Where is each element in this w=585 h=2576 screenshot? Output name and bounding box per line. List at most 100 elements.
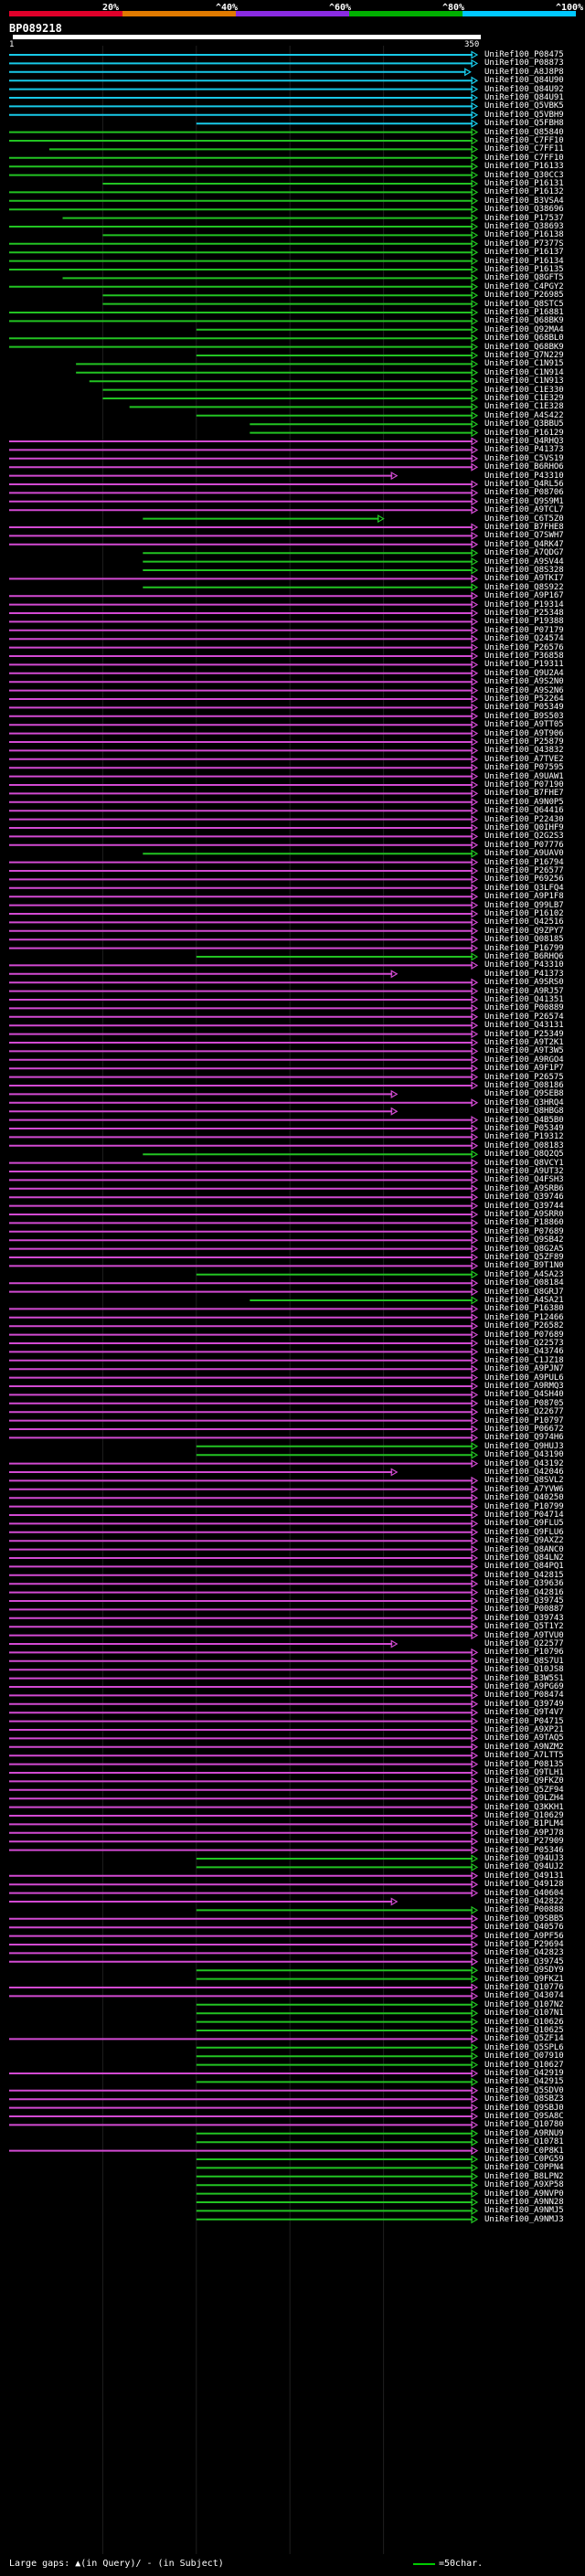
hit-label[interactable]: UniRef100_A8J8P8 [484, 67, 564, 77]
hit-label[interactable]: UniRef100_Q8SVL2 [484, 1476, 564, 1486]
hit-label[interactable]: UniRef100_Q9U2A4 [484, 668, 564, 678]
hit-label[interactable]: UniRef100_Q42816 [484, 1587, 564, 1597]
hit-label[interactable]: UniRef100_P27909 [484, 1837, 564, 1847]
hit-label[interactable]: UniRef100_Q43192 [484, 1458, 564, 1468]
hit-label[interactable]: UniRef100_P16794 [484, 857, 564, 867]
hit-label[interactable]: UniRef100_Q8GRJ7 [484, 1287, 564, 1297]
hit-label[interactable]: UniRef100_B1PLM4 [484, 1819, 564, 1829]
hit-label[interactable]: UniRef100_P26582 [484, 1321, 564, 1331]
hit-label[interactable]: UniRef100_A9RMQ3 [484, 1382, 564, 1391]
hit-label[interactable]: UniRef100_Q08183 [484, 1140, 564, 1150]
hit-label[interactable]: UniRef100_C1N914 [484, 367, 564, 377]
hit-label[interactable]: UniRef100_P36858 [484, 652, 564, 661]
hit-label[interactable]: UniRef100_P05349 [484, 703, 564, 713]
hit-label[interactable]: UniRef100_P08135 [484, 1759, 564, 1769]
hit-label[interactable]: UniRef100_B3VSA4 [484, 196, 564, 206]
hit-label[interactable]: UniRef100_Q22677 [484, 1407, 564, 1417]
hit-label[interactable]: UniRef100_P10796 [484, 1648, 564, 1658]
hit-label[interactable]: UniRef100_Q68BK9 [484, 316, 564, 326]
hit-label[interactable]: UniRef100_C0P8K1 [484, 2146, 564, 2156]
hit-label[interactable]: UniRef100_P08706 [484, 488, 564, 498]
hit-label[interactable]: UniRef100_Q9SDY9 [484, 1966, 564, 1976]
hit-label[interactable]: UniRef100_A9S2N0 [484, 677, 564, 687]
hit-label[interactable]: UniRef100_P29694 [484, 1940, 564, 1949]
hit-label[interactable]: UniRef100_A9F1P7 [484, 1064, 564, 1074]
hit-label[interactable]: UniRef100_Q42823 [484, 1948, 564, 1958]
hit-label[interactable]: UniRef100_C1JZ18 [484, 1355, 564, 1365]
hit-label[interactable]: UniRef100_Q22577 [484, 1639, 564, 1648]
hit-label[interactable]: UniRef100_Q107N2 [484, 1999, 564, 2009]
hit-label[interactable]: UniRef100_Q64416 [484, 806, 564, 816]
hit-label[interactable]: UniRef100_A9P1F8 [484, 892, 564, 902]
hit-label[interactable]: UniRef100_P7377S [484, 239, 564, 249]
hit-label[interactable]: UniRef100_P26577 [484, 866, 564, 875]
hit-label[interactable]: UniRef100_P16131 [484, 179, 564, 188]
hit-label[interactable]: UniRef100_C4PGY2 [484, 281, 564, 292]
hit-label[interactable]: UniRef100_Q43131 [484, 1021, 564, 1031]
hit-label[interactable]: UniRef100_Q5ZF89 [484, 1253, 564, 1262]
hit-label[interactable]: UniRef100_C1E329 [484, 394, 564, 403]
hit-label[interactable]: UniRef100_Q8S328 [484, 566, 564, 575]
hit-label[interactable]: UniRef100_B9T1N0 [484, 1261, 564, 1271]
hit-label[interactable]: UniRef100_P16135 [484, 265, 564, 274]
hit-label[interactable]: UniRef100_Q9FKZ1 [484, 1974, 564, 1984]
hit-label[interactable]: UniRef100_A9PJN7 [484, 1364, 564, 1374]
hit-label[interactable]: UniRef100_Q5SDV0 [484, 2085, 564, 2095]
hit-label[interactable]: UniRef100_A9TKI7 [484, 574, 564, 584]
hit-label[interactable]: UniRef100_Q84U90 [484, 76, 564, 86]
hit-label[interactable]: UniRef100_Q92MA4 [484, 324, 564, 334]
hit-label[interactable]: UniRef100_P16134 [484, 256, 564, 266]
hit-label[interactable]: UniRef100_C1E328 [484, 402, 564, 412]
hit-label[interactable]: UniRef100_A9PJ78 [484, 1828, 564, 1838]
hit-label[interactable]: UniRef100_A9RNU9 [484, 2128, 564, 2138]
hit-label[interactable]: UniRef100_P08475 [484, 50, 564, 59]
hit-label[interactable]: UniRef100_Q10781 [484, 2137, 564, 2147]
hit-label[interactable]: UniRef100_P26985 [484, 291, 564, 301]
hit-label[interactable]: UniRef100_A9NZM2 [484, 1742, 564, 1752]
hit-label[interactable]: UniRef100_Q9SBB5 [484, 1913, 564, 1924]
hit-label[interactable]: UniRef100_P04714 [484, 1511, 564, 1520]
hit-label[interactable]: UniRef100_Q94UJ2 [484, 1862, 564, 1872]
hit-label[interactable]: UniRef100_P69256 [484, 875, 564, 885]
hit-label[interactable]: UniRef100_Q9AXZ2 [484, 1536, 564, 1546]
hit-label[interactable]: UniRef100_Q7N229 [484, 351, 564, 360]
hit-label[interactable]: UniRef100_Q08184 [484, 1278, 564, 1288]
hit-label[interactable]: UniRef100_P16380 [484, 1304, 564, 1314]
hit-label[interactable]: UniRef100_Q42046 [484, 1468, 564, 1477]
hit-label[interactable]: UniRef100_Q10776 [484, 1983, 564, 1992]
hit-label[interactable]: UniRef100_Q0IHF9 [484, 823, 564, 832]
hit-label[interactable]: UniRef100_Q38696 [484, 205, 564, 215]
hit-label[interactable]: UniRef100_C1N913 [484, 376, 564, 387]
hit-label[interactable]: UniRef100_P19388 [484, 617, 564, 627]
hit-label[interactable]: UniRef100_Q974H6 [484, 1433, 564, 1443]
hit-label[interactable]: UniRef100_Q3KKH1 [484, 1802, 564, 1812]
hit-label[interactable]: UniRef100_C1N915 [484, 359, 564, 369]
hit-label[interactable]: UniRef100_P19311 [484, 660, 564, 670]
hit-label[interactable]: UniRef100_B8LPN2 [484, 2171, 564, 2181]
hit-label[interactable]: UniRef100_A9RGO4 [484, 1055, 564, 1065]
hit-label[interactable]: UniRef100_Q10625 [484, 2026, 564, 2035]
hit-label[interactable]: UniRef100_A9XP58 [484, 2180, 564, 2190]
hit-label[interactable]: UniRef100_Q8ANC0 [484, 1544, 564, 1554]
hit-label[interactable]: UniRef100_Q39743 [484, 1613, 564, 1623]
hit-label[interactable]: UniRef100_Q40250 [484, 1493, 564, 1503]
hit-label[interactable]: UniRef100_Q39636 [484, 1579, 564, 1589]
hit-label[interactable]: UniRef100_A9PF56 [484, 1931, 564, 1941]
hit-label[interactable]: UniRef100_Q38693 [484, 222, 564, 231]
hit-label[interactable]: UniRef100_A9T906 [484, 728, 564, 738]
hit-label[interactable]: UniRef100_P04715 [484, 1716, 564, 1726]
hit-label[interactable]: UniRef100_Q8STC5 [484, 299, 564, 309]
hit-label[interactable]: UniRef100_A7YVW6 [484, 1484, 564, 1494]
hit-label[interactable]: UniRef100_Q43074 [484, 1991, 564, 2001]
hit-label[interactable]: UniRef100_P07689 [484, 1330, 564, 1340]
hit-label[interactable]: UniRef100_Q40604 [484, 1888, 564, 1898]
hit-label[interactable]: UniRef100_Q41351 [484, 995, 564, 1004]
hit-label[interactable]: UniRef100_A9UT32 [484, 1167, 564, 1176]
hit-label[interactable]: UniRef100_Q9SEB8 [484, 1089, 564, 1099]
hit-label[interactable]: UniRef100_A9NN28 [484, 2198, 564, 2207]
hit-label[interactable]: UniRef100_A7TVE2 [484, 754, 564, 764]
hit-label[interactable]: UniRef100_Q84LN2 [484, 1553, 564, 1563]
hit-label[interactable]: UniRef100_C7FF10 [484, 153, 564, 163]
hit-label[interactable]: UniRef100_Q08186 [484, 1081, 564, 1090]
hit-label[interactable]: UniRef100_P16102 [484, 909, 564, 918]
